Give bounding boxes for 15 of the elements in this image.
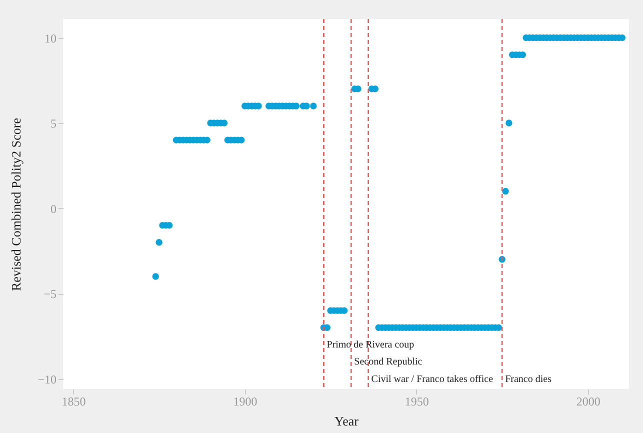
y-tick-label: 5 [50, 116, 56, 131]
annotation: Franco dies [505, 374, 552, 385]
y-tick-label: 10 [44, 31, 56, 46]
annotation: Primo de Rivera coup [326, 340, 414, 351]
y-axis-title: Revised Combined Polity2 Score [8, 118, 24, 291]
y-tick-label: 0 [50, 202, 56, 216]
x-tick-label: 1900 [233, 394, 258, 408]
x-tick-label: 2000 [576, 394, 600, 408]
y-tick-label: −10 [38, 372, 56, 386]
x-tick-label: 1950 [404, 394, 429, 408]
annotation: Civil war / Franco takes office [371, 374, 494, 385]
annotation: Second Republic [354, 356, 423, 368]
y-tick-label: −5 [44, 287, 56, 302]
x-tick-label: 1850 [62, 394, 86, 408]
x-axis-title: Year [334, 414, 360, 428]
